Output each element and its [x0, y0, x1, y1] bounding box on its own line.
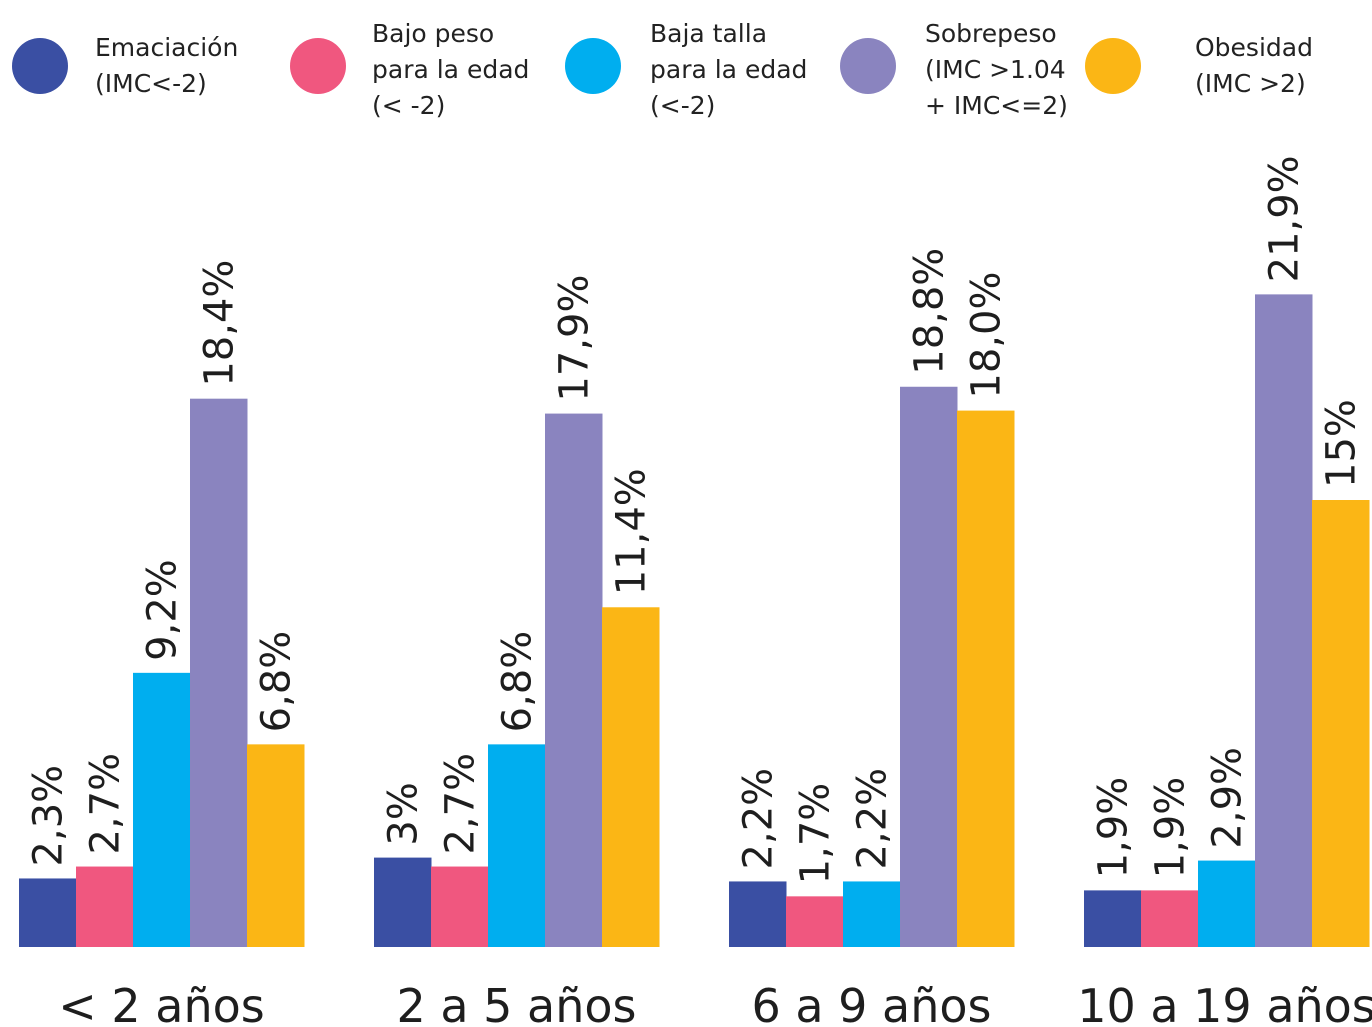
data-label: 2,9% [1205, 747, 1251, 849]
data-label: 1,9% [1091, 777, 1137, 879]
data-label: 2,2% [850, 768, 896, 870]
bar [76, 866, 134, 947]
bar [545, 413, 603, 948]
data-label: 18,0% [964, 272, 1010, 399]
chart-legend: Emaciación (IMC<-2) Bajo peso para la edad (… [0, 0, 1372, 140]
data-label: 6,8% [495, 631, 541, 733]
legend-label-line: (IMC >2) [1195, 69, 1306, 98]
legend-label-line: para la edad [372, 55, 530, 84]
legend-label-line: Bajo peso [372, 19, 495, 48]
legend-label: Obesidad (IMC >2) [1195, 30, 1313, 102]
bar [1141, 890, 1199, 947]
legend-swatch [12, 38, 68, 94]
legend-swatch [290, 38, 346, 94]
legend-label: Emaciación (IMC<-2) [95, 30, 238, 102]
data-label: 2,2% [736, 768, 782, 870]
legend-swatch [1085, 38, 1141, 94]
category-label: 6 a 9 años [751, 979, 991, 1027]
legend-label-line: + IMC<=2) [925, 91, 1068, 120]
legend-label: Bajo peso para la edad (< -2) [372, 16, 529, 124]
bar [19, 878, 77, 947]
bar [1084, 890, 1142, 947]
bar [900, 386, 958, 947]
data-label: 9,2% [140, 559, 186, 661]
category-label: 2 a 5 años [396, 979, 636, 1027]
bar [133, 672, 191, 947]
legend-swatch [565, 38, 621, 94]
legend-label-line: Emaciación [95, 33, 239, 62]
category-label: < 2 años [58, 979, 265, 1027]
legend-label-line: (IMC >1.04 [925, 55, 1066, 84]
bar [247, 744, 305, 947]
data-label: 21,9% [1262, 155, 1308, 282]
data-label: 6,8% [254, 631, 300, 733]
data-label: 18,8% [907, 248, 953, 375]
category-label: 10 a 19 años [1077, 979, 1372, 1027]
legend-label: Sobrepeso (IMC >1.04 + IMC<=2) [925, 16, 1068, 124]
data-label: 3% [381, 782, 427, 845]
bar [488, 744, 546, 947]
legend-label: Baja talla para la edad (<-2) [650, 16, 807, 124]
legend-swatch [840, 38, 896, 94]
bar [786, 896, 844, 947]
data-label: 11,4% [609, 468, 655, 595]
bar [374, 857, 432, 947]
legend-label-line: Sobrepeso [925, 19, 1057, 48]
bar [729, 881, 787, 947]
bar [957, 410, 1015, 948]
data-label: 1,7% [793, 783, 839, 885]
legend-label-line: para la edad [650, 55, 808, 84]
data-label: 15% [1319, 399, 1365, 488]
bar [431, 866, 489, 947]
bar [1312, 500, 1370, 947]
legend-label-line: Baja talla [650, 19, 768, 48]
legend-label-line: Obesidad [1195, 33, 1313, 62]
bar [1255, 294, 1313, 947]
data-label: 18,4% [197, 260, 243, 387]
bar [843, 881, 901, 947]
data-label: 17,9% [552, 275, 598, 402]
data-label: 2,7% [83, 753, 129, 855]
legend-label-line: (IMC<-2) [95, 69, 207, 98]
legend-label-line: (<-2) [650, 91, 716, 120]
bar [602, 607, 660, 947]
data-label: 2,3% [26, 765, 72, 867]
data-label: 2,7% [438, 753, 484, 855]
bar [190, 398, 248, 947]
data-label: 1,9% [1148, 777, 1194, 879]
legend-label-line: (< -2) [372, 91, 446, 120]
bar [1198, 860, 1256, 947]
